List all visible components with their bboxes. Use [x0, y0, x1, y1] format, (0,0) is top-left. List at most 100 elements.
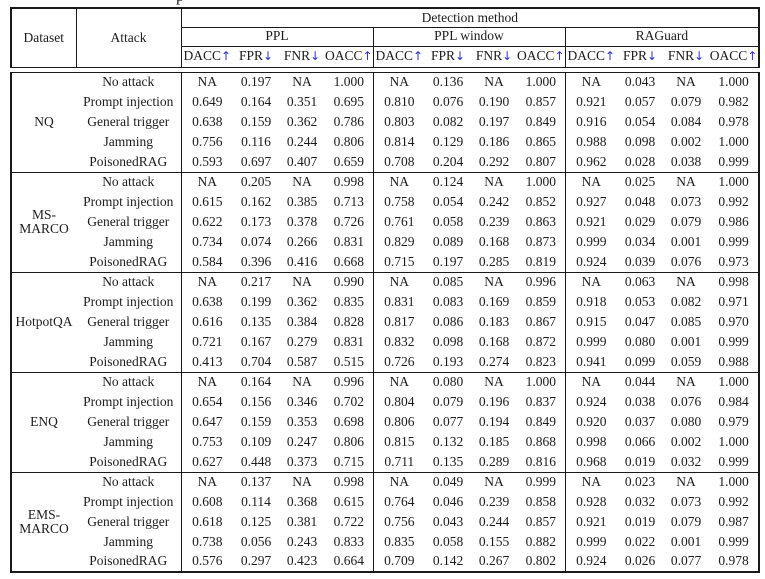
- metric-value-cell: 0.668: [325, 252, 374, 273]
- metric-value-cell: NA: [471, 71, 517, 92]
- metric-value-cell: 0.659: [325, 152, 374, 173]
- metric-value-cell: 0.043: [617, 71, 663, 92]
- metric-value-cell: 0.242: [478, 193, 510, 209]
- table-row: General trigger 0.647 0.159 0.353 0.698 0.806…: [11, 412, 761, 432]
- attack-cell: General trigger: [76, 212, 182, 232]
- metric-value-cell: NA: [676, 174, 696, 190]
- attack-cell: Prompt injection: [76, 192, 182, 212]
- metric-value-cell: 0.726: [325, 212, 374, 232]
- metric-value-cell: 1.000: [517, 172, 566, 192]
- metric-value-cell: 0.423: [279, 552, 325, 573]
- metric-value-cell: 0.137: [240, 474, 272, 490]
- dataset-cell: MS-MARCO: [10, 172, 76, 273]
- table-row: General trigger 0.638 0.159 0.362 0.786 0.803…: [11, 112, 761, 132]
- table-row: NQ No attack NA 0.197 NA 1.000 NA 0.136 NA 1.000 N…: [10, 71, 761, 173]
- metric-value-cell: 0.267: [471, 552, 517, 573]
- metric-value-cell: 0.837: [517, 392, 566, 412]
- metric-value-cell: 0.079: [432, 393, 464, 409]
- metric-value-cell: 0.019: [624, 513, 656, 529]
- table-row: General trigger 0.616 0.135 0.384 0.828 0.817…: [11, 312, 761, 332]
- metric-value-cell: 0.726: [373, 352, 425, 373]
- col-header-dataset: Dataset: [10, 7, 77, 68]
- metric-value-cell: 0.077: [663, 552, 709, 573]
- metric-value-cell: 0.924: [576, 393, 607, 409]
- table-row: Jamming 0.721 0.167 0.279 0.831 0.832 0.098 0.1…: [11, 332, 761, 352]
- metric-value-cell: 0.378: [286, 213, 318, 229]
- metric-value-cell: 0.197: [233, 71, 279, 92]
- up-arrow-icon: ↑: [554, 49, 565, 64]
- attack-cell: Prompt injection: [76, 92, 182, 112]
- down-arrow-icon: ↓: [646, 49, 658, 64]
- metric-value-cell: 0.814: [384, 133, 415, 149]
- metric-value-cell: 0.806: [384, 413, 415, 429]
- metric-value-cell: 1.000: [325, 71, 374, 92]
- metric-value-cell: 0.852: [517, 192, 566, 212]
- metric-value-cell: 0.996: [325, 372, 374, 392]
- down-arrow-icon: ↓: [262, 49, 274, 64]
- attack-cell: No attack: [76, 472, 182, 492]
- metric-value-cell: 0.368: [286, 493, 318, 509]
- metric-value-cell: 0.978: [709, 552, 761, 573]
- metric-value-cell: 0.970: [709, 312, 761, 332]
- metric-value-cell: 0.996: [517, 272, 566, 292]
- table-row: Prompt injection 0.608 0.114 0.368 0.615 0.76…: [11, 492, 761, 512]
- metric-value-cell: 0.037: [624, 413, 656, 429]
- metric-header-dacc: DACC↑: [565, 46, 617, 68]
- metric-value-cell: 0.066: [624, 433, 656, 449]
- metric-value-cell: 0.022: [624, 533, 656, 549]
- metric-value-cell: 0.279: [286, 333, 318, 349]
- metric-value-cell: 0.029: [624, 213, 656, 229]
- metric-value-cell: NA: [389, 374, 410, 390]
- metric-value-cell: 0.080: [670, 413, 702, 429]
- metric-value-cell: 0.615: [325, 492, 374, 512]
- table-row: Prompt injection 0.615 0.162 0.385 0.713 0.75…: [11, 192, 761, 212]
- metric-value-cell: 0.823: [517, 352, 566, 373]
- metric-value-cell: 0.990: [325, 272, 374, 292]
- metric-header-fnr: FNR↓: [471, 46, 517, 68]
- metric-value-cell: 0.971: [709, 292, 761, 312]
- metric-value-cell: 0.882: [517, 532, 566, 552]
- metric-value-cell: NA: [484, 274, 504, 290]
- metric-value-cell: 0.721: [192, 333, 223, 349]
- metric-value-cell: 0.999: [709, 232, 761, 252]
- metric-value-cell: 0.764: [384, 493, 415, 509]
- metric-value-cell: 0.002: [670, 133, 702, 149]
- metric-value-cell: 0.416: [279, 252, 325, 273]
- attack-cell: No attack: [76, 272, 182, 292]
- down-arrow-icon: ↓: [310, 49, 321, 64]
- metric-value-cell: 0.999: [576, 233, 607, 249]
- metric-header-fnr: FNR↓: [279, 46, 325, 68]
- metric-value-cell: 0.849: [517, 112, 566, 132]
- attack-cell: Jamming: [76, 232, 182, 252]
- metric-value-cell: 0.704: [233, 352, 279, 373]
- metric-value-cell: 0.819: [517, 252, 566, 273]
- metric-value-cell: NA: [581, 274, 602, 290]
- metric-value-cell: NA: [389, 474, 410, 490]
- down-arrow-icon: ↓: [454, 49, 466, 64]
- metric-value-cell: 0.786: [325, 112, 374, 132]
- metric-value-cell: NA: [676, 474, 696, 490]
- metric-value-cell: 0.697: [233, 152, 279, 173]
- metric-value-cell: 0.076: [663, 252, 709, 273]
- metric-value-cell: 0.089: [432, 233, 464, 249]
- attack-cell: Jamming: [76, 332, 182, 352]
- metric-value-cell: NA: [581, 174, 602, 190]
- metric-value-cell: 0.921: [576, 93, 607, 109]
- metric-value-cell: 0.979: [709, 412, 761, 432]
- metric-value-cell: 0.085: [670, 313, 702, 329]
- metric-value-cell: 0.239: [478, 213, 510, 229]
- metric-value-cell: 0.073: [670, 193, 702, 209]
- metric-value-cell: 0.063: [624, 274, 656, 290]
- metric-value-cell: 0.992: [709, 192, 761, 212]
- table-row: MS-MARCO No attack NA 0.205 NA 0.998 NA 0.124 NA…: [10, 172, 761, 273]
- metric-value-cell: 0.857: [517, 92, 566, 112]
- table-row: EMS-MARCO No attack NA 0.137 NA 0.998 NA 0.049 N…: [10, 472, 761, 573]
- metric-value-cell: 0.638: [192, 113, 223, 129]
- metric-header-fpr: FPR↓: [425, 46, 471, 68]
- metric-value-cell: 0.835: [325, 292, 374, 312]
- metric-value-cell: 0.266: [286, 233, 318, 249]
- metric-value-cell: 0.077: [432, 413, 464, 429]
- metric-value-cell: 0.873: [517, 232, 566, 252]
- metric-value-cell: 0.289: [471, 452, 517, 473]
